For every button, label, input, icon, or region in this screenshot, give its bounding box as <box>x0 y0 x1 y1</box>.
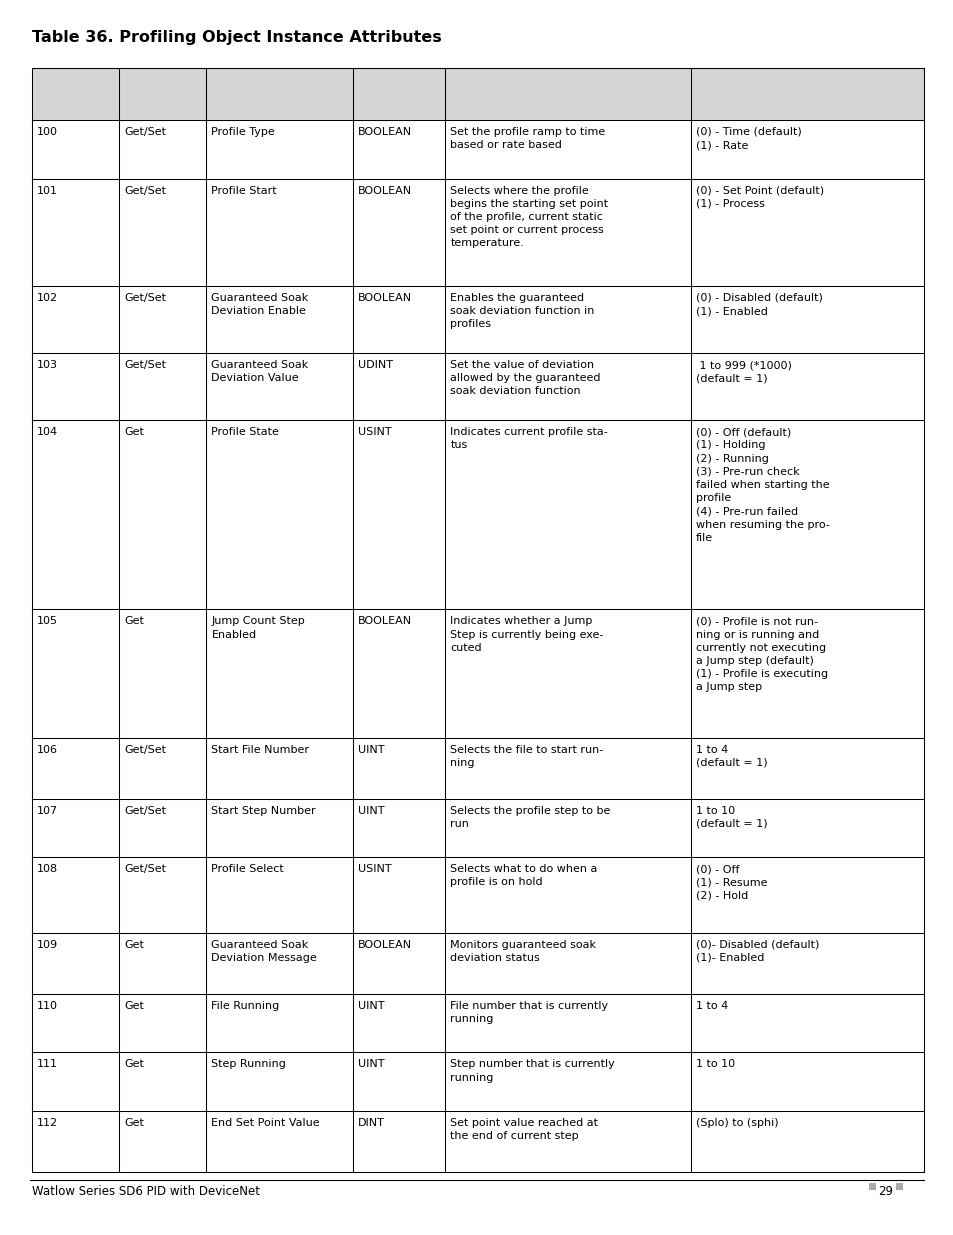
Bar <box>32 68 923 120</box>
Text: USINT: USINT <box>357 427 392 437</box>
Text: 106: 106 <box>37 745 58 755</box>
Text: Selects what to do when a
profile is on hold: Selects what to do when a profile is on … <box>450 864 597 887</box>
Text: Get: Get <box>124 427 144 437</box>
Text: (0) - Disabled (default)
(1) - Enabled: (0) - Disabled (default) (1) - Enabled <box>696 293 822 316</box>
Text: Get: Get <box>124 1118 144 1128</box>
Text: Indicates current profile sta-
tus: Indicates current profile sta- tus <box>450 427 607 451</box>
Bar <box>32 737 923 799</box>
Text: Get/Set: Get/Set <box>124 127 166 137</box>
Text: BOOLEAN: BOOLEAN <box>357 293 412 303</box>
Bar <box>868 1183 875 1191</box>
Text: Get: Get <box>124 1060 144 1070</box>
Text: Set the value of deviation
allowed by the guaranteed
soak deviation function: Set the value of deviation allowed by th… <box>450 361 600 396</box>
Text: (0) - Off
(1) - Resume
(2) - Hold: (0) - Off (1) - Resume (2) - Hold <box>696 864 767 900</box>
Text: Table 36. Profiling Object Instance Attributes: Table 36. Profiling Object Instance Attr… <box>32 30 441 44</box>
Text: 1 to 4
(default = 1): 1 to 4 (default = 1) <box>696 745 767 768</box>
Text: File number that is currently
running: File number that is currently running <box>450 1000 608 1024</box>
Text: 109: 109 <box>37 940 58 950</box>
Text: Get: Get <box>124 616 144 626</box>
Bar <box>32 799 923 857</box>
Text: 1 to 10
(default = 1): 1 to 10 (default = 1) <box>696 805 767 829</box>
Text: USINT: USINT <box>357 864 392 874</box>
Text: BOOLEAN: BOOLEAN <box>357 616 412 626</box>
Text: Guaranteed Soak
Deviation Enable: Guaranteed Soak Deviation Enable <box>212 293 309 316</box>
Text: UINT: UINT <box>357 1060 384 1070</box>
Text: Get/Set: Get/Set <box>124 805 166 815</box>
Text: UINT: UINT <box>357 745 384 755</box>
Text: UINT: UINT <box>357 805 384 815</box>
Bar <box>32 932 923 994</box>
Bar <box>32 120 923 179</box>
Text: 102: 102 <box>37 293 58 303</box>
Text: Guaranteed Soak
Deviation Value: Guaranteed Soak Deviation Value <box>212 361 309 383</box>
Text: BOOLEAN: BOOLEAN <box>357 940 412 950</box>
Text: UINT: UINT <box>357 1000 384 1010</box>
Bar <box>32 420 923 609</box>
Bar <box>32 609 923 737</box>
Text: 107: 107 <box>37 805 58 815</box>
Text: DINT: DINT <box>357 1118 385 1128</box>
Text: (0) - Set Point (default)
(1) - Process: (0) - Set Point (default) (1) - Process <box>696 185 823 209</box>
Text: Selects the profile step to be
run: Selects the profile step to be run <box>450 805 610 829</box>
Text: Step number that is currently
running: Step number that is currently running <box>450 1060 615 1083</box>
Text: Start File Number: Start File Number <box>212 745 309 755</box>
Text: (0) - Off (default)
(1) - Holding
(2) - Running
(3) - Pre-run check
failed when : (0) - Off (default) (1) - Holding (2) - … <box>696 427 829 543</box>
Text: Enables the guaranteed
soak deviation function in
profiles: Enables the guaranteed soak deviation fu… <box>450 293 594 330</box>
Text: 29: 29 <box>877 1186 892 1198</box>
Text: Get/Set: Get/Set <box>124 864 166 874</box>
Text: BOOLEAN: BOOLEAN <box>357 127 412 137</box>
Text: 111: 111 <box>37 1060 58 1070</box>
Bar <box>32 857 923 932</box>
Bar <box>32 1112 923 1172</box>
Text: Set point value reached at
the end of current step: Set point value reached at the end of cu… <box>450 1118 598 1141</box>
Bar <box>32 994 923 1052</box>
Text: Start Step Number: Start Step Number <box>212 805 315 815</box>
Text: (0)- Disabled (default)
(1)- Enabled: (0)- Disabled (default) (1)- Enabled <box>696 940 819 963</box>
Text: Profile Select: Profile Select <box>212 864 284 874</box>
Text: Get/Set: Get/Set <box>124 361 166 370</box>
Bar <box>32 353 923 420</box>
Text: Step Running: Step Running <box>212 1060 286 1070</box>
Text: Get: Get <box>124 1000 144 1010</box>
Text: Set the profile ramp to time
based or rate based: Set the profile ramp to time based or ra… <box>450 127 605 151</box>
Text: UDINT: UDINT <box>357 361 393 370</box>
Bar <box>32 179 923 287</box>
Text: Get/Set: Get/Set <box>124 745 166 755</box>
Text: Watlow Series SD6 PID with DeviceNet: Watlow Series SD6 PID with DeviceNet <box>32 1186 260 1198</box>
Text: (Splo) to (sphi): (Splo) to (sphi) <box>696 1118 778 1128</box>
Text: Profile Start: Profile Start <box>212 185 276 195</box>
Bar <box>32 1052 923 1112</box>
Text: 1 to 4: 1 to 4 <box>696 1000 727 1010</box>
Text: Guaranteed Soak
Deviation Message: Guaranteed Soak Deviation Message <box>212 940 316 963</box>
Bar <box>32 287 923 353</box>
Text: Indicates whether a Jump
Step is currently being exe-
cuted: Indicates whether a Jump Step is current… <box>450 616 603 653</box>
Text: Get/Set: Get/Set <box>124 185 166 195</box>
Text: End Set Point Value: End Set Point Value <box>212 1118 319 1128</box>
Text: Profile Type: Profile Type <box>212 127 274 137</box>
Text: 104: 104 <box>37 427 58 437</box>
Text: 1 to 999 (*1000)
(default = 1): 1 to 999 (*1000) (default = 1) <box>696 361 791 383</box>
Text: Profile State: Profile State <box>212 427 279 437</box>
Text: BOOLEAN: BOOLEAN <box>357 185 412 195</box>
Text: Get: Get <box>124 940 144 950</box>
Bar <box>895 1183 902 1191</box>
Text: File Running: File Running <box>212 1000 279 1010</box>
Text: Monitors guaranteed soak
deviation status: Monitors guaranteed soak deviation statu… <box>450 940 596 963</box>
Text: Selects where the profile
begins the starting set point
of the profile, current : Selects where the profile begins the sta… <box>450 185 608 248</box>
Text: Get/Set: Get/Set <box>124 293 166 303</box>
Text: 101: 101 <box>37 185 58 195</box>
Text: 105: 105 <box>37 616 58 626</box>
Text: (0) - Time (default)
(1) - Rate: (0) - Time (default) (1) - Rate <box>696 127 801 151</box>
Text: 110: 110 <box>37 1000 58 1010</box>
Text: 108: 108 <box>37 864 58 874</box>
Text: Selects the file to start run-
ning: Selects the file to start run- ning <box>450 745 603 768</box>
Text: 103: 103 <box>37 361 58 370</box>
Text: 112: 112 <box>37 1118 58 1128</box>
Text: Jump Count Step
Enabled: Jump Count Step Enabled <box>212 616 305 640</box>
Text: 100: 100 <box>37 127 58 137</box>
Text: (0) - Profile is not run-
ning or is running and
currently not executing
a Jump : (0) - Profile is not run- ning or is run… <box>696 616 827 693</box>
Text: 1 to 10: 1 to 10 <box>696 1060 735 1070</box>
